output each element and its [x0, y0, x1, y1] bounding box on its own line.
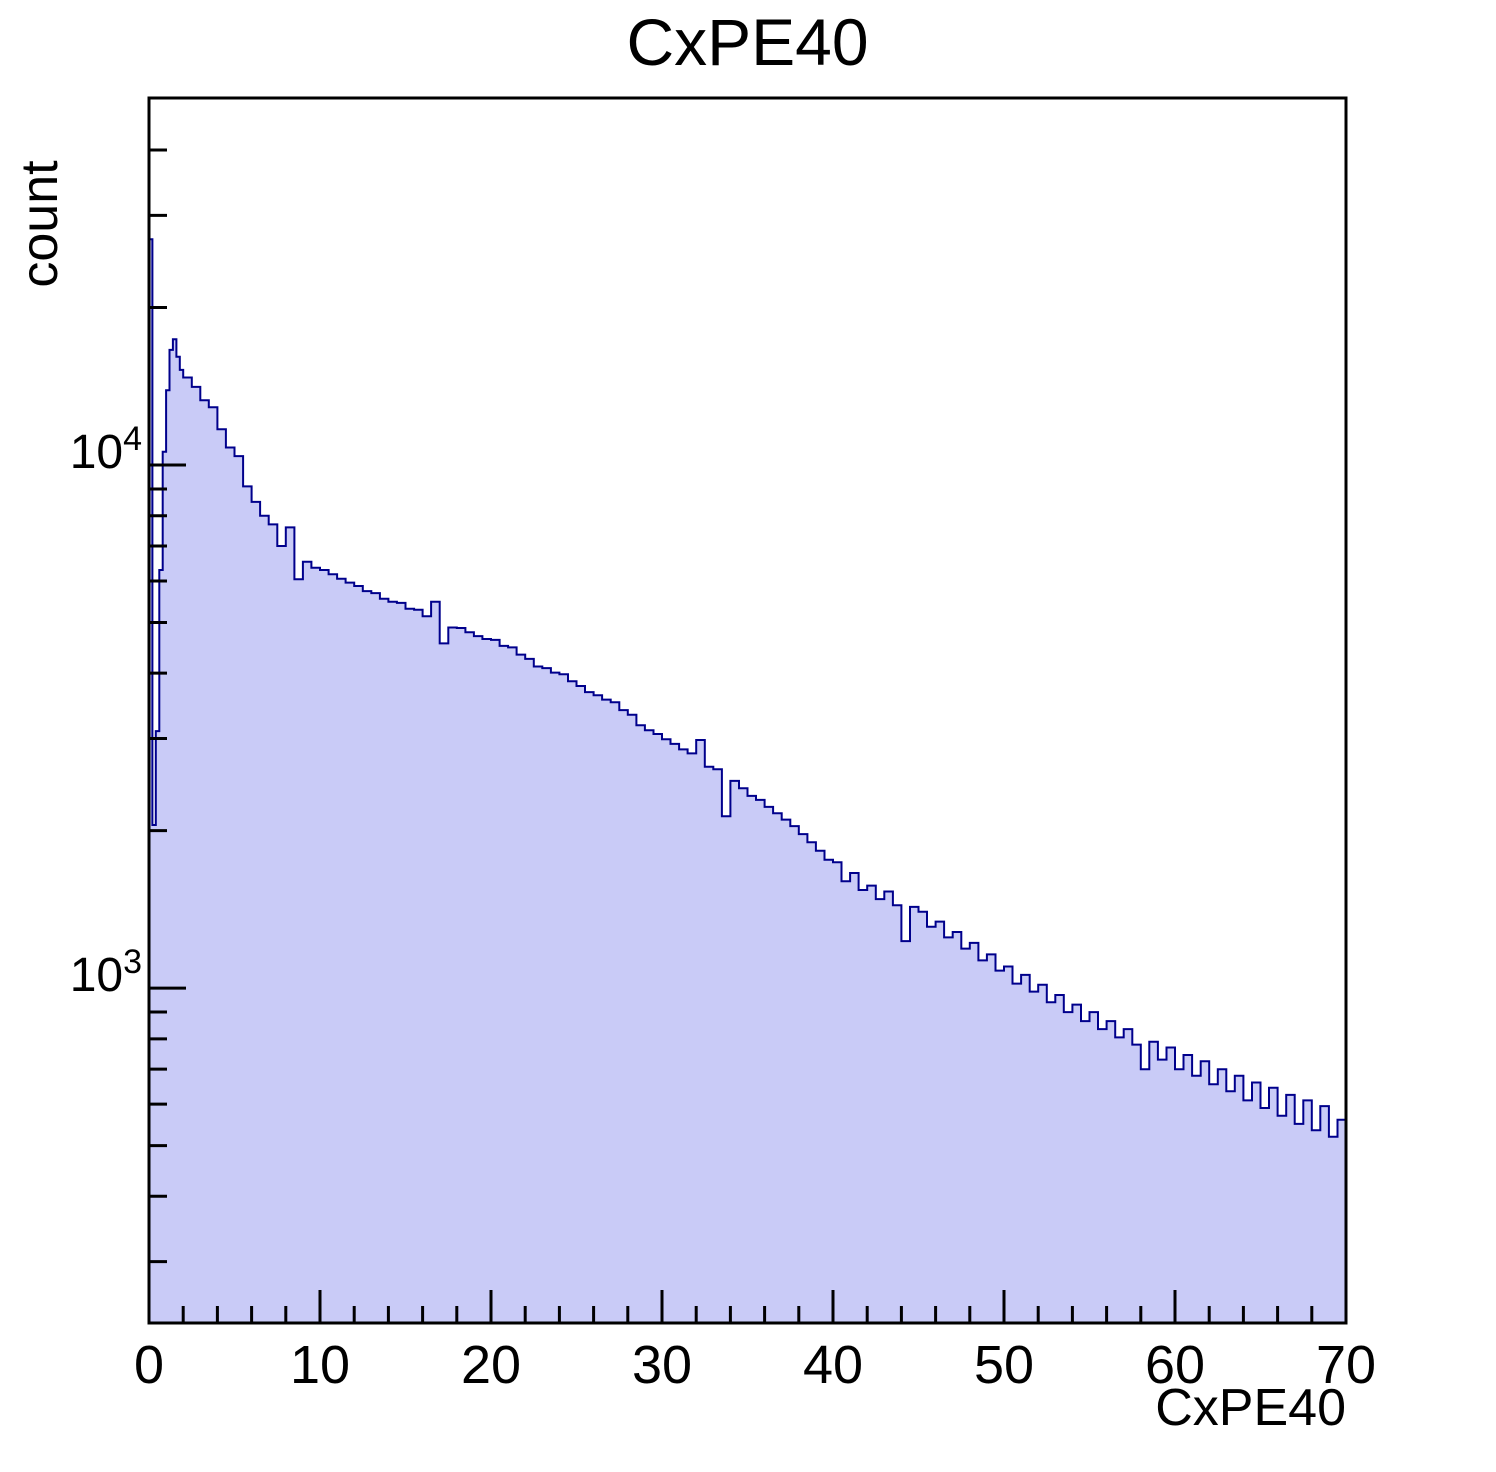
histogram-area	[148, 238, 1347, 1324]
y-tick-label-1e4: 104	[0, 422, 142, 479]
axis-ticks	[147, 148, 1348, 1323]
x-tick-label: 30	[631, 1335, 693, 1395]
y-tick-base: 10	[69, 949, 124, 1003]
x-axis-title: CxPE40	[1155, 1379, 1346, 1437]
y-axis-title: count	[11, 160, 69, 288]
y-tick-label-1e3: 103	[0, 945, 142, 1003]
histogram-series	[148, 238, 1347, 1324]
frame-rect	[147, 96, 1348, 1325]
x-tick-label: 60	[1144, 1335, 1206, 1395]
chart-title: CxPE40	[626, 5, 869, 79]
x-tick-label: 0	[133, 1335, 165, 1395]
x-tick-label: 20	[460, 1335, 522, 1395]
x-tick-label: 50	[973, 1335, 1035, 1395]
x-tick-label: 70	[1315, 1335, 1377, 1395]
y-tick-base: 10	[69, 426, 124, 479]
y-tick-exponent: 3	[123, 943, 142, 982]
x-tick-label: 40	[802, 1335, 864, 1395]
y-tick-exponent: 4	[123, 420, 142, 458]
plot-frame	[147, 96, 1348, 1325]
x-tick-label: 10	[289, 1335, 351, 1395]
